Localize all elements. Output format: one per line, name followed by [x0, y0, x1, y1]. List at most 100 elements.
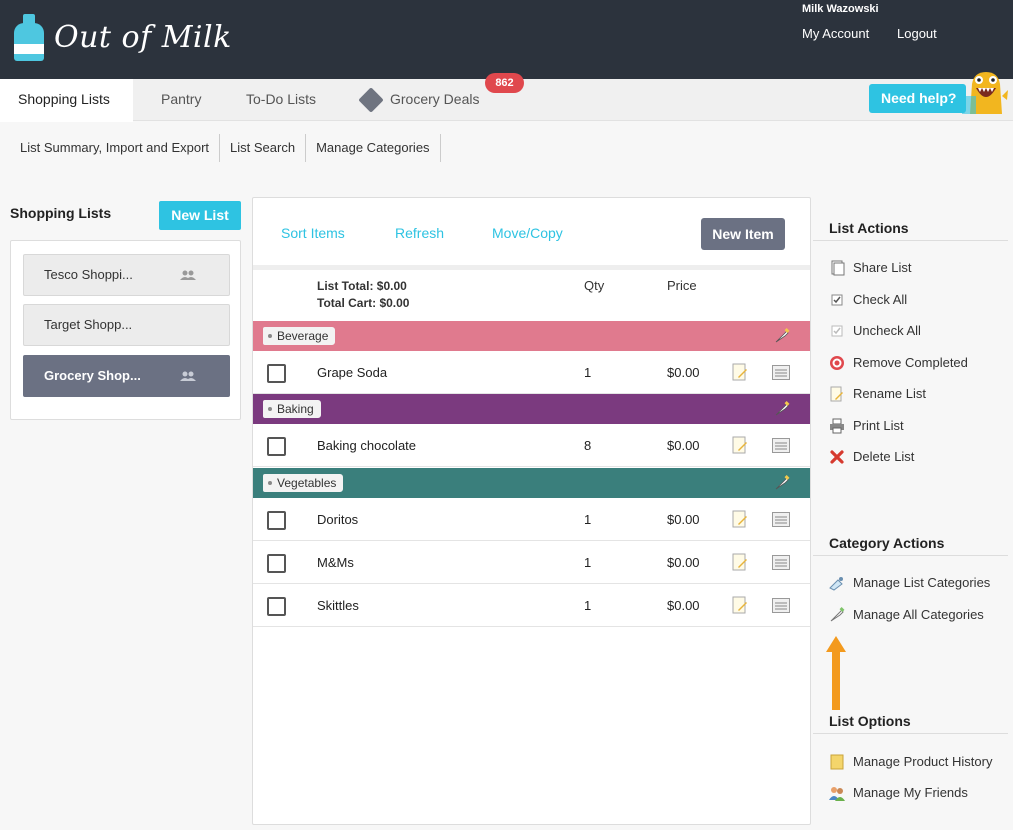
category-tag-icon[interactable]	[773, 474, 791, 492]
toolbar-divider	[253, 265, 810, 270]
edit-note-icon[interactable]	[732, 363, 748, 381]
action-label: Uncheck All	[853, 323, 921, 338]
category-tag[interactable]: Baking	[263, 400, 321, 418]
milk-bottle-icon	[14, 14, 44, 61]
edit-note-icon[interactable]	[732, 436, 748, 454]
list-actions-title: List Actions	[829, 220, 909, 236]
uncheck-all-icon	[831, 325, 843, 337]
drag-handle-icon[interactable]	[772, 598, 790, 613]
action-label: Delete List	[853, 449, 915, 464]
drag-handle-icon[interactable]	[772, 555, 790, 570]
new-list-button[interactable]: New List	[159, 201, 241, 230]
new-item-button[interactable]: New Item	[701, 218, 785, 250]
drag-handle-icon[interactable]	[772, 438, 790, 453]
divider	[813, 733, 1008, 734]
item-name[interactable]: Skittles	[317, 598, 359, 613]
action-label: Print List	[853, 418, 904, 433]
category-actions-title: Category Actions	[829, 535, 945, 551]
sort-items-link[interactable]: Sort Items	[281, 225, 345, 241]
item-name[interactable]: Baking chocolate	[317, 438, 417, 453]
tab-pantry[interactable]: Pantry	[161, 91, 202, 107]
action-label: Manage My Friends	[853, 785, 968, 800]
list-item-row: Baking chocolate 8 $0.00	[253, 424, 810, 467]
list-item-row: Doritos 1 $0.00	[253, 498, 810, 541]
tab-todo-lists[interactable]: To-Do Lists	[246, 91, 317, 107]
category-tag-icon[interactable]	[773, 327, 791, 345]
item-qty: 1	[584, 512, 592, 527]
item-price: $0.00	[667, 365, 700, 380]
share-icon	[831, 260, 845, 276]
subnav-manage-categories[interactable]: Manage Categories	[306, 134, 441, 162]
total-cart: Total Cart: $0.00	[317, 296, 410, 310]
category-bar-baking: Baking	[253, 394, 810, 424]
item-name[interactable]: M&Ms	[317, 555, 354, 570]
item-qty: 1	[584, 598, 592, 613]
history-icon	[830, 754, 844, 770]
category-tag[interactable]: Vegetables	[263, 474, 344, 492]
item-qty: 8	[584, 438, 592, 453]
tab-shopping-lists[interactable]: Shopping Lists	[0, 79, 133, 122]
shopping-lists-panel: Tesco Shoppi... Target Shopp... Grocery …	[10, 240, 241, 420]
list-item-tesco[interactable]: Tesco Shoppi...	[23, 254, 230, 296]
item-checkbox[interactable]	[267, 554, 286, 573]
list-item-target[interactable]: Target Shopp...	[23, 304, 230, 346]
shared-people-icon	[180, 270, 196, 280]
item-price: $0.00	[667, 438, 700, 453]
friends-icon	[829, 787, 845, 801]
drag-handle-icon[interactable]	[772, 512, 790, 527]
list-item-grocery[interactable]: Grocery Shop...	[23, 355, 230, 397]
list-item-row: Grape Soda 1 $0.00	[253, 351, 810, 394]
list-options-title: List Options	[829, 713, 911, 729]
list-totals: List Total: $0.00 Total Cart: $0.00	[317, 278, 409, 312]
logout-link[interactable]: Logout	[897, 26, 937, 41]
printer-icon	[830, 418, 844, 434]
list-item-label: Target Shopp...	[44, 317, 133, 332]
category-bar-beverage: Beverage	[253, 321, 810, 351]
divider	[813, 240, 1008, 241]
subnav-list-search[interactable]: List Search	[220, 134, 307, 162]
action-label: Manage List Categories	[853, 575, 991, 590]
item-checkbox[interactable]	[267, 597, 286, 616]
edit-note-icon[interactable]	[732, 553, 748, 571]
orange-arrow-annotation-icon	[826, 636, 846, 710]
qty-header: Qty	[584, 278, 605, 293]
list-item-row: Skittles 1 $0.00	[253, 584, 810, 627]
category-tag-icon[interactable]	[773, 400, 791, 418]
item-checkbox[interactable]	[267, 437, 286, 456]
tab-grocery-deals[interactable]: Grocery Deals	[344, 79, 497, 121]
all-categories-icon	[830, 607, 845, 622]
edit-note-icon[interactable]	[732, 596, 748, 614]
list-item-row: M&Ms 1 $0.00	[253, 541, 810, 584]
deals-count-badge: 862	[485, 73, 524, 93]
list-item-label: Tesco Shoppi...	[44, 267, 133, 282]
edit-note-icon[interactable]	[732, 510, 748, 528]
refresh-link[interactable]: Refresh	[395, 225, 445, 241]
subnav-list-summary[interactable]: List Summary, Import and Export	[12, 134, 221, 162]
list-total: List Total: $0.00	[317, 279, 407, 293]
item-checkbox[interactable]	[267, 364, 286, 383]
need-help-button[interactable]: Need help?	[869, 84, 966, 113]
rename-icon	[830, 386, 843, 402]
shopping-lists-title: Shopping Lists	[10, 205, 112, 221]
monster-mascot-icon[interactable]	[962, 66, 1008, 114]
drag-handle-icon[interactable]	[772, 365, 790, 380]
item-name[interactable]: Grape Soda	[317, 365, 388, 380]
remove-completed-icon	[830, 356, 844, 370]
list-item-label: Grocery Shop...	[44, 368, 141, 383]
item-checkbox[interactable]	[267, 511, 286, 530]
action-label: Remove Completed	[853, 355, 968, 370]
action-label: Rename List	[853, 386, 926, 401]
tab-grocery-deals-label: Grocery Deals	[390, 91, 480, 107]
move-copy-link[interactable]: Move/Copy	[492, 225, 563, 241]
list-categories-icon	[829, 577, 843, 591]
item-price: $0.00	[667, 555, 700, 570]
category-tag[interactable]: Beverage	[263, 327, 336, 345]
shared-people-icon	[180, 371, 196, 381]
logo[interactable]: Out of Milk	[14, 14, 232, 61]
item-name[interactable]: Doritos	[317, 512, 359, 527]
action-label: Check All	[853, 292, 908, 307]
sub-nav: List Summary, Import and Export List Sea…	[12, 134, 441, 162]
my-account-link[interactable]: My Account	[802, 26, 870, 41]
check-all-icon	[831, 294, 843, 306]
tag-icon	[358, 87, 384, 113]
